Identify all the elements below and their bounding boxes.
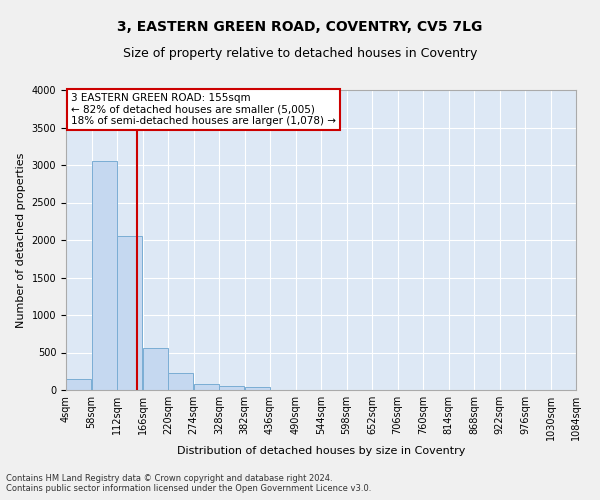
Bar: [245, 386, 270, 390]
Y-axis label: Number of detached properties: Number of detached properties: [16, 152, 26, 328]
Bar: [117, 236, 142, 390]
Bar: [143, 348, 168, 390]
Text: Contains HM Land Registry data © Crown copyright and database right 2024.: Contains HM Land Registry data © Crown c…: [6, 474, 332, 483]
Bar: [168, 373, 193, 390]
Text: Size of property relative to detached houses in Coventry: Size of property relative to detached ho…: [123, 48, 477, 60]
Bar: [92, 160, 117, 390]
Text: 3, EASTERN GREEN ROAD, COVENTRY, CV5 7LG: 3, EASTERN GREEN ROAD, COVENTRY, CV5 7LG: [118, 20, 482, 34]
X-axis label: Distribution of detached houses by size in Coventry: Distribution of detached houses by size …: [177, 446, 465, 456]
Bar: [194, 384, 219, 390]
Bar: [219, 386, 244, 390]
Text: Contains public sector information licensed under the Open Government Licence v3: Contains public sector information licen…: [6, 484, 371, 493]
Text: 3 EASTERN GREEN ROAD: 155sqm
← 82% of detached houses are smaller (5,005)
18% of: 3 EASTERN GREEN ROAD: 155sqm ← 82% of de…: [71, 93, 336, 126]
Bar: [66, 379, 91, 390]
